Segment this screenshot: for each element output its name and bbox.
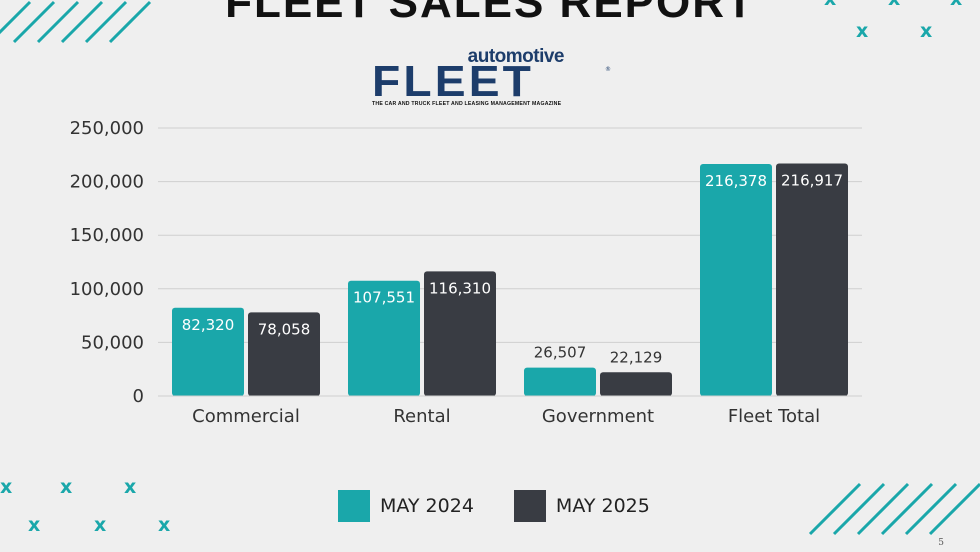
y-tick-label: 200,000: [70, 172, 144, 193]
bar: [776, 163, 848, 396]
automotive-fleet-logo: automotive FLEET ® THE CAR AND TRUCK FLE…: [372, 46, 612, 110]
bar: [348, 280, 420, 396]
data-label: 216,917: [781, 171, 843, 189]
legend-swatch-dark: [513, 490, 546, 522]
x-mark-decoration: x: [158, 514, 171, 536]
legend-label: MAY 2024: [380, 495, 474, 517]
x-mark-decoration: x: [824, 0, 836, 10]
page-number: 5: [938, 538, 944, 548]
y-tick-label: 250,000: [70, 118, 144, 139]
x-mark-decoration: x: [94, 514, 107, 536]
bar: [172, 307, 244, 396]
bar: [700, 164, 772, 396]
legend-item-may-2025: MAY 2025: [513, 490, 650, 522]
data-label: 82,320: [182, 316, 235, 334]
data-label: 116,310: [429, 279, 491, 297]
legend-label: MAY 2025: [555, 495, 650, 517]
legend-swatch-teal: [338, 490, 370, 522]
y-tick-label: 150,000: [70, 225, 144, 246]
bar: [600, 372, 672, 396]
y-tick-label: 0: [133, 386, 144, 407]
x-mark-decoration: x: [856, 20, 869, 42]
x-tick-label: Rental: [393, 406, 450, 427]
bar: [248, 312, 320, 396]
logo-tagline: THE CAR AND TRUCK FLEET AND LEASING MANA…: [372, 101, 562, 107]
y-tick-label: 50,000: [81, 332, 144, 353]
data-label: 22,129: [610, 348, 663, 366]
data-label: 107,551: [353, 289, 415, 307]
x-mark-decoration: x: [28, 514, 41, 536]
x-tick-label: Commercial: [192, 406, 300, 427]
logo-registered-mark: ®: [605, 66, 611, 73]
legend-item-may-2024: MAY 2024: [338, 490, 474, 522]
page-title: FLEET SALES REPORT: [225, 0, 755, 27]
x-mark-decoration: x: [888, 0, 900, 10]
data-label: 78,058: [258, 320, 311, 338]
x-tick-label: Government: [542, 406, 654, 427]
bar: [424, 271, 496, 396]
bar-chart: 0 50,000 100,000 150,000 200,000 250,000 82,32…: [70, 118, 862, 427]
data-label: 216,378: [705, 172, 767, 190]
logo-main-text: FLEET: [372, 57, 535, 106]
data-label: 26,507: [534, 344, 587, 362]
x-mark-decoration: x: [0, 476, 13, 498]
x-tick-label: Fleet Total: [728, 406, 820, 427]
x-mark-decoration: x: [920, 20, 933, 42]
x-mark-decoration: x: [124, 476, 137, 498]
logo-top-text: automotive: [467, 46, 565, 67]
x-mark-decoration: x: [60, 476, 73, 498]
stripes-decoration-top-left: [0, 0, 152, 44]
bar: [524, 367, 596, 396]
x-mark-decoration: x: [950, 0, 962, 10]
chart-legend: MAY 2024 MAY 2025: [338, 490, 690, 522]
y-tick-label: 100,000: [70, 279, 144, 300]
stripes-decoration-bottom-right: [808, 482, 980, 536]
